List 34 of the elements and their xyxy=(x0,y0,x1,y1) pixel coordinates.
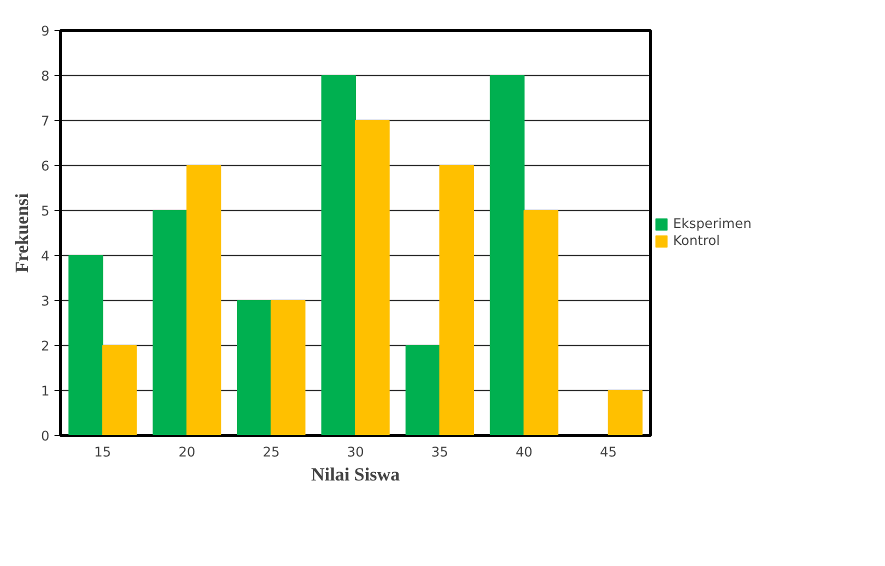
y-tick-label: 6 xyxy=(41,160,50,174)
bar xyxy=(355,120,390,436)
bar xyxy=(186,165,222,436)
y-tick-label: 9 xyxy=(41,24,50,40)
bar xyxy=(439,165,474,436)
y-tick-label: 7 xyxy=(41,114,50,130)
x-tick-label: 40 xyxy=(516,446,533,460)
bar xyxy=(270,300,306,436)
x-tick-label: 25 xyxy=(262,446,280,460)
bar xyxy=(102,345,137,436)
x-tick-label: 45 xyxy=(600,446,617,460)
bar xyxy=(524,210,558,436)
bar xyxy=(406,345,440,436)
y-tick-label: 2 xyxy=(41,340,50,354)
y-tick-label: 0 xyxy=(41,430,50,444)
bar xyxy=(490,75,525,436)
x-tick-label: 20 xyxy=(178,446,196,460)
bar xyxy=(608,390,643,436)
y-axis-title: Frekuensi xyxy=(12,193,34,273)
x-tick-label: 15 xyxy=(94,446,112,460)
y-tick-label: 3 xyxy=(41,294,50,310)
bar xyxy=(152,210,188,436)
y-tick-label: 4 xyxy=(41,250,50,264)
x-tick-label: 30 xyxy=(347,446,364,460)
legend-label: Kontrol xyxy=(673,234,720,248)
bar xyxy=(237,300,272,436)
y-tick-label: 5 xyxy=(41,204,50,220)
bar xyxy=(321,75,356,436)
bar xyxy=(68,255,104,436)
x-tick-label: 35 xyxy=(431,446,448,460)
legend-label: Eksperimen xyxy=(673,216,752,232)
y-tick-label: 1 xyxy=(41,384,50,400)
x-axis-title: Nilai Siswa xyxy=(311,464,400,486)
y-tick-label: 8 xyxy=(41,70,50,84)
